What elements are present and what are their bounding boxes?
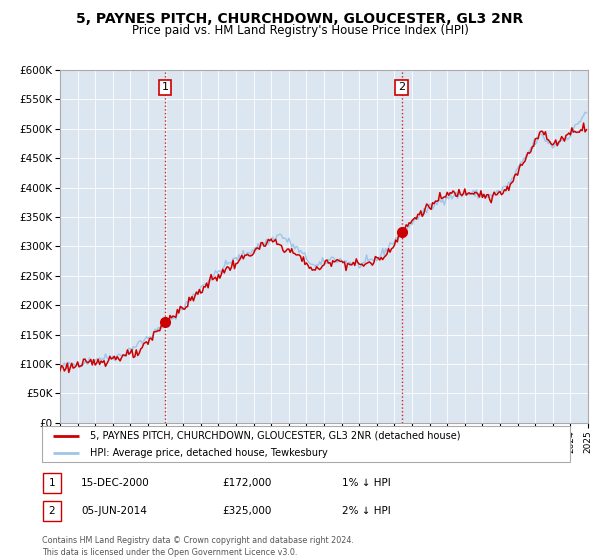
- Text: 5, PAYNES PITCH, CHURCHDOWN, GLOUCESTER, GL3 2NR: 5, PAYNES PITCH, CHURCHDOWN, GLOUCESTER,…: [76, 12, 524, 26]
- Text: 1: 1: [161, 82, 169, 92]
- Text: 15-DEC-2000: 15-DEC-2000: [81, 478, 150, 488]
- Text: Price paid vs. HM Land Registry's House Price Index (HPI): Price paid vs. HM Land Registry's House …: [131, 24, 469, 36]
- Text: Contains HM Land Registry data © Crown copyright and database right 2024.
This d: Contains HM Land Registry data © Crown c…: [42, 536, 354, 557]
- Text: 1: 1: [49, 478, 55, 488]
- Text: 1% ↓ HPI: 1% ↓ HPI: [342, 478, 391, 488]
- Text: 2: 2: [49, 506, 55, 516]
- Text: 2: 2: [398, 82, 406, 92]
- Text: 05-JUN-2014: 05-JUN-2014: [81, 506, 147, 516]
- Text: 2% ↓ HPI: 2% ↓ HPI: [342, 506, 391, 516]
- Text: £325,000: £325,000: [222, 506, 271, 516]
- Text: 5, PAYNES PITCH, CHURCHDOWN, GLOUCESTER, GL3 2NR (detached house): 5, PAYNES PITCH, CHURCHDOWN, GLOUCESTER,…: [89, 431, 460, 441]
- Text: HPI: Average price, detached house, Tewkesbury: HPI: Average price, detached house, Tewk…: [89, 448, 327, 458]
- Text: £172,000: £172,000: [222, 478, 271, 488]
